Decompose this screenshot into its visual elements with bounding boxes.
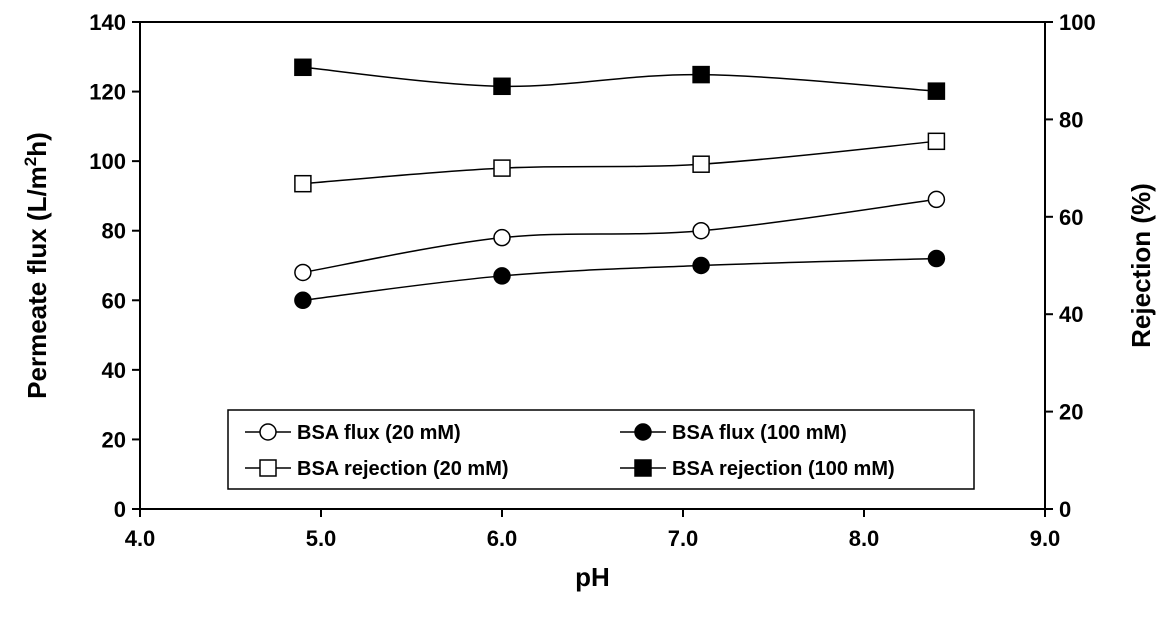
series-layer bbox=[294, 58, 946, 310]
legend-entry-0: BSA flux (20 mM) bbox=[245, 422, 461, 444]
data-point bbox=[927, 82, 946, 100]
data-point bbox=[692, 155, 710, 173]
x-axis-title: pH bbox=[575, 562, 610, 592]
y-left-tick-label: 40 bbox=[102, 358, 126, 383]
data-point bbox=[493, 228, 511, 247]
data-point bbox=[634, 423, 652, 441]
data-point bbox=[493, 77, 511, 96]
data-point bbox=[259, 423, 277, 441]
x-tick-label: 7.0 bbox=[668, 526, 699, 551]
axes: 4.0 5.0 6.0 7.0 8.0 9.0 0 20 40 60 80 100 120 140 0 20 4… bbox=[89, 10, 1095, 551]
data-point bbox=[692, 221, 710, 240]
legend-label: BSA rejection (20 mM) bbox=[297, 458, 509, 480]
data-point bbox=[294, 263, 312, 282]
y-right-tick-label: 0 bbox=[1059, 497, 1071, 522]
y-right-tick-label: 40 bbox=[1059, 302, 1083, 327]
x-tick-label: 6.0 bbox=[487, 526, 518, 551]
data-point bbox=[294, 291, 312, 310]
x-tick-label: 4.0 bbox=[125, 526, 156, 551]
series-line bbox=[302, 140, 937, 185]
series-line bbox=[302, 198, 937, 274]
y-left-tick-label: 20 bbox=[102, 427, 126, 452]
data-point bbox=[692, 65, 710, 84]
y-right-tick-label: 60 bbox=[1059, 205, 1083, 230]
series-0 bbox=[294, 190, 946, 282]
data-point bbox=[294, 58, 312, 77]
data-point bbox=[493, 267, 511, 285]
legend-entry-3: BSA rejection (100 mM) bbox=[620, 458, 895, 480]
y-left-tick-label: 60 bbox=[102, 288, 126, 313]
y-right-tick-label: 20 bbox=[1059, 400, 1083, 425]
series-1 bbox=[294, 249, 946, 310]
y-left-tick-label: 120 bbox=[89, 80, 126, 105]
data-point bbox=[259, 459, 277, 477]
y-left-tick-label: 140 bbox=[89, 10, 126, 35]
y-left-axis-title: Permeate flux (L/m2h) bbox=[21, 132, 52, 399]
legend-label: BSA flux (20 mM) bbox=[297, 422, 461, 444]
series-line bbox=[302, 66, 937, 92]
legend-entry-2: BSA rejection (20 mM) bbox=[245, 458, 509, 480]
legend: BSA flux (20 mM) BSA flux (100 mM) BSA rej… bbox=[227, 409, 975, 490]
series-3 bbox=[294, 58, 946, 100]
data-point bbox=[692, 256, 710, 275]
data-point bbox=[493, 159, 511, 177]
y-right-tick-label: 80 bbox=[1059, 107, 1083, 132]
x-tick-label: 9.0 bbox=[1030, 526, 1061, 551]
data-point bbox=[927, 249, 946, 268]
series-2 bbox=[294, 132, 946, 193]
series-line bbox=[302, 257, 937, 302]
legend-box bbox=[227, 409, 975, 490]
x-tick-label: 5.0 bbox=[306, 526, 337, 551]
x-tick-label: 8.0 bbox=[849, 526, 880, 551]
legend-entry-1: BSA flux (100 mM) bbox=[620, 422, 847, 444]
legend-label: BSA flux (100 mM) bbox=[672, 422, 847, 444]
y-left-tick-label: 100 bbox=[89, 149, 126, 174]
y-right-axis-title: Rejection (%) bbox=[1126, 183, 1156, 348]
legend-label: BSA rejection (100 mM) bbox=[672, 458, 895, 480]
data-point bbox=[927, 190, 946, 209]
data-point bbox=[294, 174, 312, 193]
y-left-tick-label: 80 bbox=[102, 219, 126, 244]
y-right-tick-label: 100 bbox=[1059, 10, 1096, 35]
y-left-tick-label: 0 bbox=[114, 497, 126, 522]
data-point bbox=[634, 459, 652, 477]
data-point bbox=[927, 132, 946, 151]
plot-frame bbox=[139, 21, 1046, 510]
